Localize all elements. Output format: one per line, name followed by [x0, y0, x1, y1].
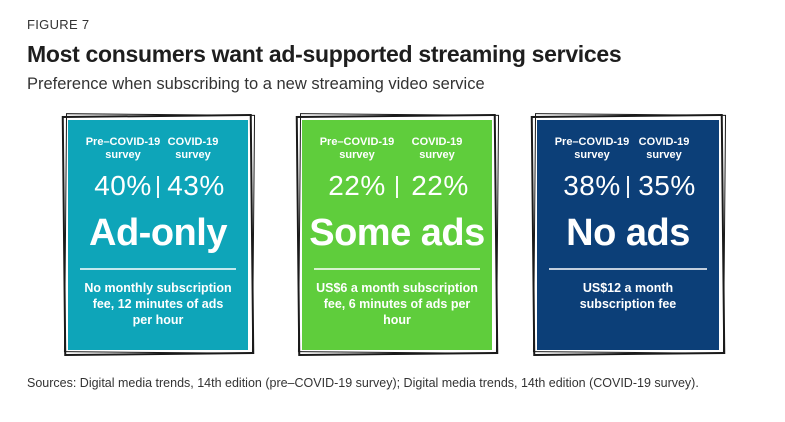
pre-covid-survey-label: Pre–COVID-19 survey — [85, 136, 161, 161]
survey-values: 40% 43% — [68, 170, 248, 204]
card-rule — [80, 268, 236, 270]
covid-survey-label: COVID-19 survey — [638, 136, 690, 161]
covid-value: 43% — [167, 170, 225, 201]
card-rule — [314, 268, 480, 270]
pre-covid-value: 22% — [328, 170, 386, 201]
card-no-ads: Pre–COVID-19 survey COVID-19 survey 38% 35%… — [530, 113, 727, 356]
card-body: Pre–COVID-19 survey COVID-19 survey 22% 22%… — [302, 120, 492, 350]
pre-covid-survey-label: Pre–COVID-19 survey — [319, 136, 395, 161]
value-divider — [396, 176, 398, 198]
pre-covid-value: 38% — [563, 170, 621, 201]
survey-labels: Pre–COVID-19 survey COVID-19 survey — [302, 136, 492, 168]
card-body: Pre–COVID-19 survey COVID-19 survey 38% 35%… — [537, 120, 719, 350]
pre-covid-value: 40% — [94, 170, 152, 201]
survey-labels: Pre–COVID-19 survey COVID-19 survey — [68, 136, 248, 168]
sketch-border — [63, 113, 256, 354]
option-description: US$6 a month subscription fee, 6 minutes… — [316, 281, 478, 327]
pre-covid-survey-label: Pre–COVID-19 survey — [554, 136, 630, 161]
covid-value: 35% — [638, 170, 696, 201]
card-some-ads: Pre–COVID-19 survey COVID-19 survey 22% 22%… — [295, 113, 500, 357]
survey-values: 22% 22% — [302, 170, 492, 204]
card-rule — [549, 268, 707, 270]
card-body: Pre–COVID-19 survey COVID-19 survey 40% 43%… — [68, 120, 248, 350]
chart-subtitle: Preference when subscribing to a new str… — [27, 75, 485, 93]
chart-title: Most consumers want ad-supported streami… — [27, 41, 622, 67]
option-name: No ads — [566, 212, 690, 254]
option-description: No monthly subscription fee, 12 minutes … — [84, 281, 232, 327]
covid-survey-label: COVID-19 survey — [167, 136, 219, 161]
figure-label: FIGURE 7 — [27, 17, 90, 32]
option-description: US$12 a month subscription fee — [579, 281, 677, 311]
sketch-border — [532, 113, 727, 354]
value-divider — [627, 176, 629, 198]
survey-values: 38% 35% — [537, 170, 719, 204]
card-ad-only: Pre–COVID-19 survey COVID-19 survey 40% 43%… — [61, 113, 256, 356]
option-name: Some ads — [309, 212, 485, 254]
option-name: Ad-only — [89, 212, 227, 254]
covid-survey-label: COVID-19 survey — [411, 136, 463, 161]
source-note: Sources: Digital media trends, 14th edit… — [27, 376, 699, 390]
sketch-border — [297, 113, 500, 354]
covid-value: 22% — [411, 170, 469, 201]
value-divider — [157, 176, 159, 198]
survey-labels: Pre–COVID-19 survey COVID-19 survey — [537, 136, 719, 168]
